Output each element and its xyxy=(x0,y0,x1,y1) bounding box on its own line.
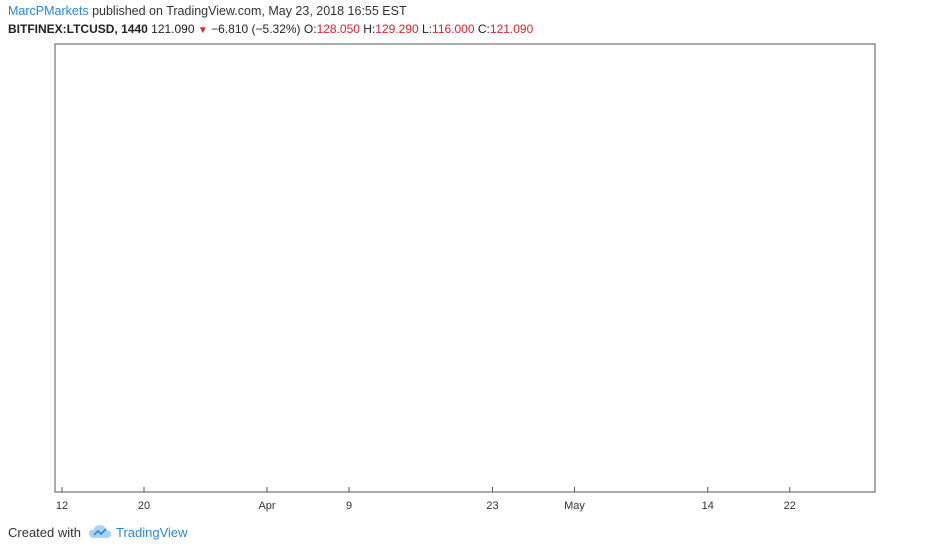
symbol-line: BITFINEX:LTCUSD, 1440 121.090 ▼ −6.810 (… xyxy=(8,22,533,36)
low-label: L: xyxy=(422,22,433,36)
author-link[interactable]: MarcPMarkets xyxy=(8,4,89,18)
high-value: 129.290 xyxy=(375,22,419,36)
x-tick-label: 23 xyxy=(486,500,498,512)
tradingview-cloud-icon[interactable] xyxy=(88,522,112,542)
last-price: 121.090 xyxy=(151,22,195,36)
footer: Created with TradingView xyxy=(0,518,932,550)
x-tick-label: 12 xyxy=(56,500,68,512)
tradingview-brand-link[interactable]: TradingView xyxy=(116,525,188,540)
high-label: H: xyxy=(363,22,376,36)
chart-frame xyxy=(54,43,876,493)
x-tick-label: 20 xyxy=(138,500,150,512)
published-text: published on TradingView.com, May 23, 20… xyxy=(92,4,407,18)
header-bar: MarcPMarkets published on TradingView.co… xyxy=(0,0,932,42)
close-label: C: xyxy=(477,22,490,36)
byline: MarcPMarkets published on TradingView.co… xyxy=(8,4,407,18)
open-value: 128.050 xyxy=(316,22,360,36)
close-value: 121.090 xyxy=(489,22,534,36)
low-value: 116.000 xyxy=(432,22,475,36)
symbol-ticker: BITFINEX:LTCUSD, 1440 xyxy=(8,22,148,36)
open-label: O: xyxy=(303,22,317,36)
x-tick-label: 14 xyxy=(702,500,714,512)
plot-area xyxy=(54,43,876,493)
x-tick-label: 22 xyxy=(784,500,796,512)
price-change: −6.810 (−5.32%) xyxy=(211,22,301,36)
x-tick-label: 9 xyxy=(346,500,352,512)
x-axis: 12 20 Apr 9 23 May 14 22 xyxy=(56,487,796,512)
x-tick-label: Apr xyxy=(258,500,275,512)
created-with-text: Created with xyxy=(8,525,81,540)
down-arrow-icon: ▼ xyxy=(197,25,208,36)
x-tick-label: May xyxy=(564,500,585,512)
